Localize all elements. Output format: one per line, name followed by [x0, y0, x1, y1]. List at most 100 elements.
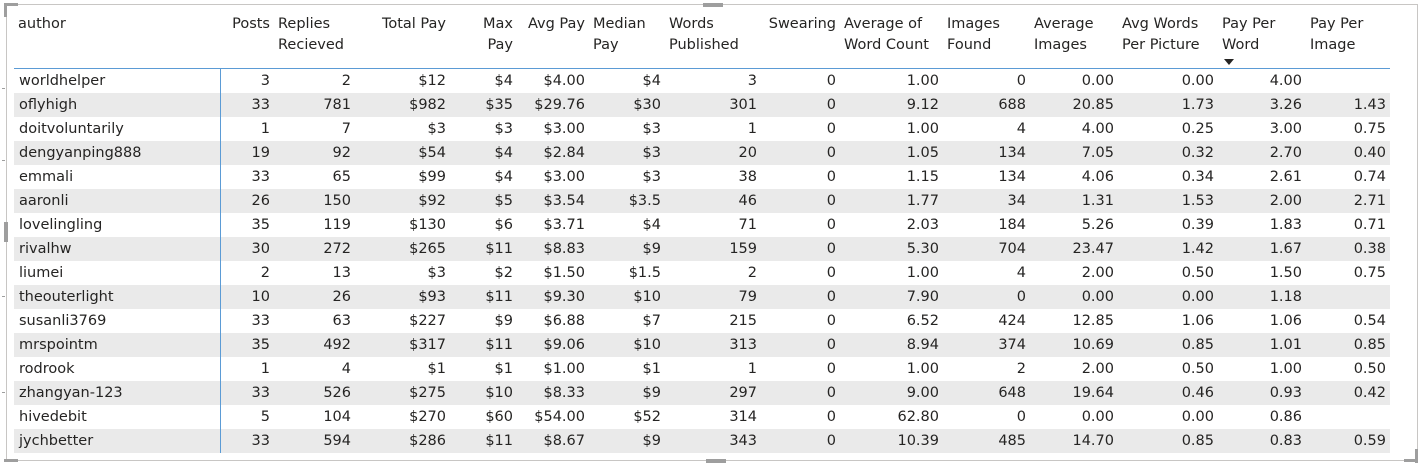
column-header-total-pay[interactable]: Total Pay	[355, 11, 450, 69]
table-cell: 1.67	[1218, 236, 1306, 261]
table-cell: 119	[323, 216, 351, 233]
table-row[interactable]: jychbetter 33 594 $286 $11 $8.67 $9 343 0 10.39 48…	[14, 428, 1390, 453]
column-header-avg-word-count[interactable]: Average of Word Count	[840, 11, 943, 69]
author-cell: aaronli	[14, 188, 221, 213]
column-header-pay-per-word[interactable]: Pay Per Word	[1218, 11, 1306, 69]
table-cell: $10	[589, 332, 665, 357]
table-row[interactable]: theouterlight 10 26 $93 $11 $9.30 $10 79 0 7.90 0 0…	[14, 284, 1390, 309]
table-cell: 0	[761, 140, 840, 165]
column-header-avg-words-per-picture[interactable]: Avg Words Per Picture	[1118, 11, 1218, 69]
column-header-words-published[interactable]: Words Published	[665, 11, 761, 69]
table-cell: 0.93	[1218, 380, 1306, 405]
table-row[interactable]: doitvoluntarily 1 7 $3 $3 $3.00 $3 1 0 1.00 4 4.00 0…	[14, 116, 1390, 141]
table-cell	[1306, 68, 1390, 93]
resize-handle-left[interactable]	[4, 222, 8, 242]
table-cell: 0	[826, 408, 836, 425]
column-header-posts[interactable]: Posts	[220, 11, 274, 69]
table-cell: $3	[427, 264, 446, 281]
table-cell: 1	[747, 120, 757, 137]
table-visual[interactable]: author Posts Replies Recieved Total Pay …	[6, 4, 1418, 461]
table-cell	[1306, 284, 1390, 309]
table-cell: $3.54	[517, 188, 589, 213]
table-cell: 0	[761, 380, 840, 405]
resize-handle-bottom-left[interactable]	[4, 459, 18, 462]
table-cell: 1.01	[1218, 332, 1306, 357]
column-header-max-pay[interactable]: Max Pay	[450, 11, 517, 69]
table-cell: 272	[274, 236, 355, 261]
resize-handle-top[interactable]	[703, 3, 723, 7]
frame-tick	[2, 88, 5, 89]
table-row[interactable]: mrspointm 35 492 $317 $11 $9.06 $10 313 0 8.94 374…	[14, 332, 1390, 357]
table-cell: 5.26	[1081, 216, 1114, 233]
table-row[interactable]: liumei 2 13 $3 $2 $1.50 $1.5 2 0 1.00 4 2.00 0.50 1.5…	[14, 260, 1390, 285]
table-cell: 26	[220, 188, 274, 213]
column-header-average-images[interactable]: Average Images	[1030, 11, 1118, 69]
table-cell: 1.83	[1269, 216, 1302, 233]
table-cell: $3.00	[543, 168, 585, 185]
table-cell: $4	[450, 140, 517, 165]
table-cell: $3.71	[543, 216, 585, 233]
header-row: author Posts Replies Recieved Total Pay …	[14, 11, 1390, 69]
resize-handle-bottom[interactable]	[706, 459, 726, 463]
table-cell: 14.70	[1030, 428, 1118, 453]
table-cell: $30	[589, 92, 665, 117]
table-cell: $54.00	[534, 408, 585, 425]
table-row[interactable]: rivalhw 30 272 $265 $11 $8.83 $9 159 0 5.30 704 23.…	[14, 236, 1390, 261]
author-cell: rivalhw	[14, 236, 221, 261]
table-row[interactable]: hivedebit 5 104 $270 $60 $54.00 $52 314 0 62.80 0 0…	[14, 404, 1390, 429]
table-cell: 1.77	[840, 188, 943, 213]
resize-handle-top-left[interactable]	[4, 3, 18, 6]
column-header-median-pay[interactable]: Median Pay	[589, 11, 665, 69]
table-cell: 0.42	[1306, 380, 1390, 405]
author-cell: zhangyan-123	[14, 380, 221, 405]
table-cell: 20	[665, 140, 761, 165]
table-cell: 0.71	[1353, 216, 1386, 233]
resize-handle-bottom-right[interactable]	[1404, 459, 1418, 462]
table-row[interactable]: susanli3769 33 63 $227 $9 $6.88 $7 215 0 6.52 424 1…	[14, 308, 1390, 333]
table-cell: 0.75	[1353, 120, 1386, 137]
column-header-pay-per-image[interactable]: Pay Per Image	[1306, 11, 1390, 69]
table-cell: $93	[355, 284, 450, 309]
table-row[interactable]: aaronli 26 150 $92 $5 $3.54 $3.5 46 0 1.77 34 1.31 1…	[14, 188, 1390, 213]
table-cell: 1.00	[906, 360, 939, 377]
table-cell: $227	[409, 312, 446, 329]
table-cell: 314	[729, 408, 757, 425]
table-row[interactable]: oflyhigh 33 781 $982 $35 $29.76 $30 301 0 9.12 688…	[14, 92, 1390, 117]
table-cell: 63	[332, 312, 351, 329]
table-row[interactable]: rodrook 1 4 $1 $1 $1.00 $1 1 0 1.00 2 2.00 0.50 1.00 0…	[14, 356, 1390, 381]
table-cell: 0.00	[1081, 72, 1114, 89]
column-header-images-found[interactable]: Images Found	[943, 11, 1030, 69]
table-cell: 2	[1016, 360, 1026, 377]
column-header-author[interactable]: author	[14, 11, 220, 69]
table-row[interactable]: lovelingling 35 119 $130 $6 $3.71 $4 71 0 2.03 184…	[14, 212, 1390, 237]
column-header-swearing[interactable]: Swearing	[761, 11, 840, 69]
table-cell: 4	[1016, 120, 1026, 137]
table-cell: 104	[323, 408, 351, 425]
table-cell: 62.80	[897, 408, 939, 425]
table-cell: 9.12	[840, 92, 943, 117]
table-cell: 1.00	[906, 72, 939, 89]
table-cell: 71	[738, 216, 757, 233]
table-cell: 13	[332, 264, 351, 281]
column-header-avg-pay[interactable]: Avg Pay	[517, 11, 589, 69]
table-cell: 35	[251, 216, 270, 233]
table-cell: 1.00	[1269, 360, 1302, 377]
author-cell: theouterlight	[14, 284, 221, 309]
resize-handle-top-left-vertical[interactable]	[4, 3, 7, 17]
table-cell: 5.30	[840, 236, 943, 261]
column-header-replies[interactable]: Replies Recieved	[274, 11, 355, 69]
table-row[interactable]: emmali 33 65 $99 $4 $3.00 $3 38 0 1.15 134 4.06 0.34…	[14, 164, 1390, 189]
table-cell: $2	[494, 264, 513, 281]
table-cell: 0	[761, 236, 840, 261]
table-cell: 10.39	[840, 428, 943, 453]
table-cell: 0.00	[1181, 408, 1214, 425]
data-table: author Posts Replies Recieved Total Pay …	[14, 11, 1390, 453]
table-cell: 4	[1016, 264, 1026, 281]
table-row[interactable]: zhangyan-123 33 526 $275 $10 $8.33 $9 297 0 9.00 6…	[14, 380, 1390, 405]
table-row[interactable]: worldhelper 3 2 $12 $4 $4.00 $4 3 0 1.00 0 0.00 0.00…	[14, 68, 1390, 93]
table-cell: 1.15	[906, 168, 939, 185]
table-cell: 0.74	[1353, 168, 1386, 185]
table-row[interactable]: dengyanping888 19 92 $54 $4 $2.84 $3 20 0 1.05 134…	[14, 140, 1390, 165]
table-cell: 19	[220, 140, 274, 165]
resize-handle-bottom-right-vertical[interactable]	[1415, 449, 1418, 463]
